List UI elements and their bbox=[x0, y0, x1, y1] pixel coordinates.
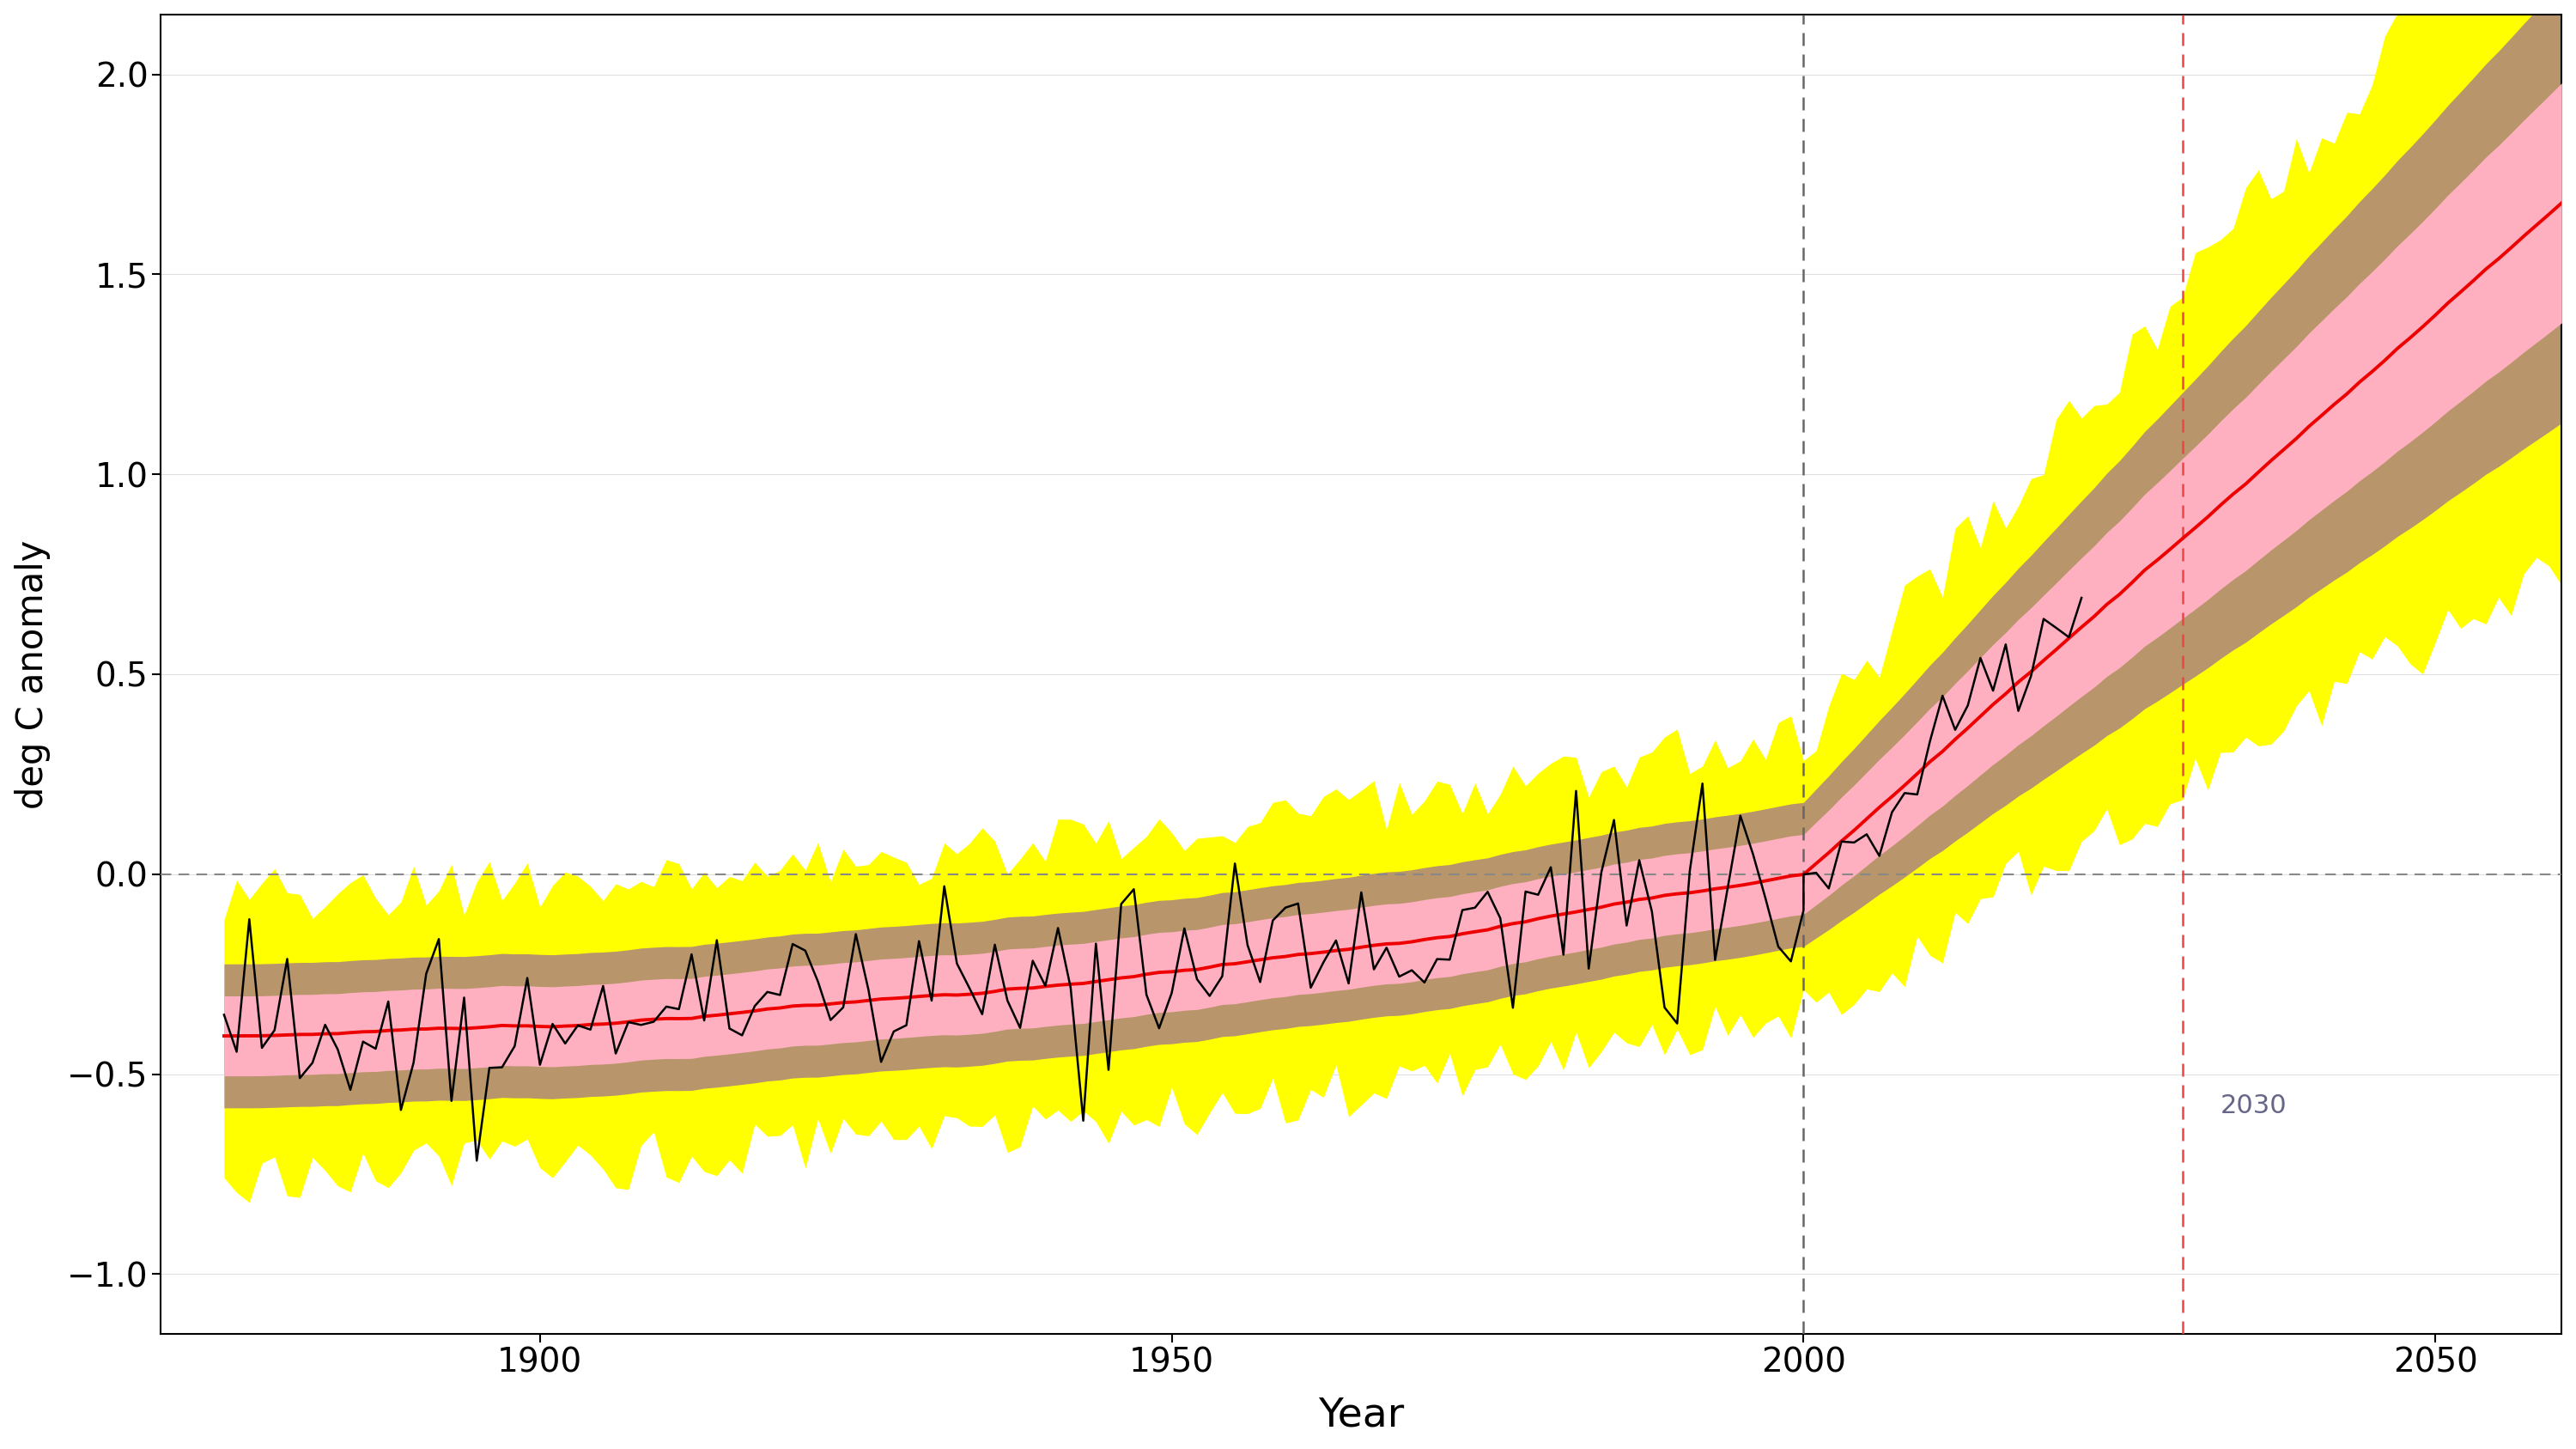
Y-axis label: deg C anomaly: deg C anomaly bbox=[15, 539, 52, 809]
Text: 2030: 2030 bbox=[2221, 1094, 2287, 1119]
X-axis label: Year: Year bbox=[1319, 1395, 1404, 1435]
